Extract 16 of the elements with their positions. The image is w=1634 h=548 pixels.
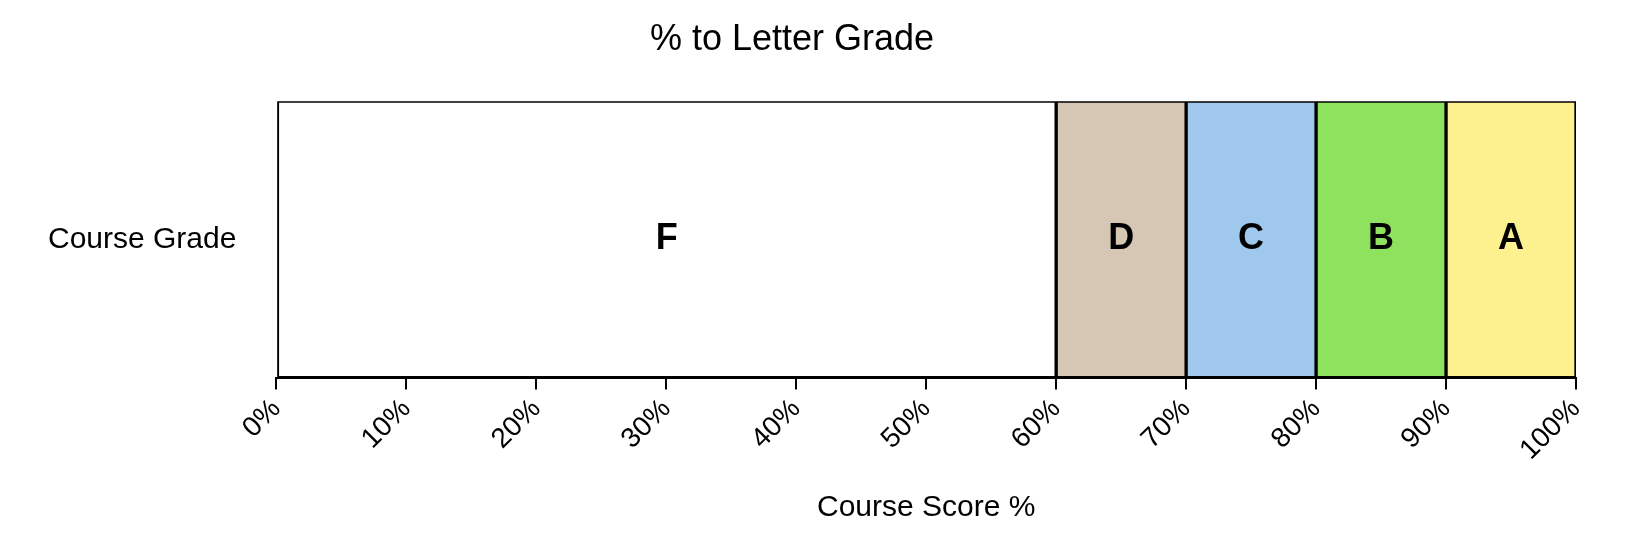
x-tick-label: 70%: [1134, 392, 1196, 454]
series-label: F: [655, 216, 678, 258]
x-tick-label: 50%: [874, 392, 936, 454]
x-tick-label: 30%: [614, 392, 676, 454]
series-label: D: [1108, 216, 1135, 258]
x-tick-label: 60%: [1004, 392, 1066, 454]
series-label: C: [1238, 216, 1265, 258]
series-label: B: [1368, 216, 1395, 258]
x-tick-label: 90%: [1394, 392, 1456, 454]
series-label: A: [1498, 216, 1525, 258]
x-tick-label: 0%: [235, 392, 287, 443]
x-axis-title: Course Score %: [816, 489, 1036, 523]
y-tick-label: Course Grade: [47, 220, 237, 254]
x-tick-label: 40%: [744, 392, 806, 454]
x-tick-label: 80%: [1264, 392, 1326, 454]
chart-title: % to Letter Grade: [649, 16, 935, 58]
